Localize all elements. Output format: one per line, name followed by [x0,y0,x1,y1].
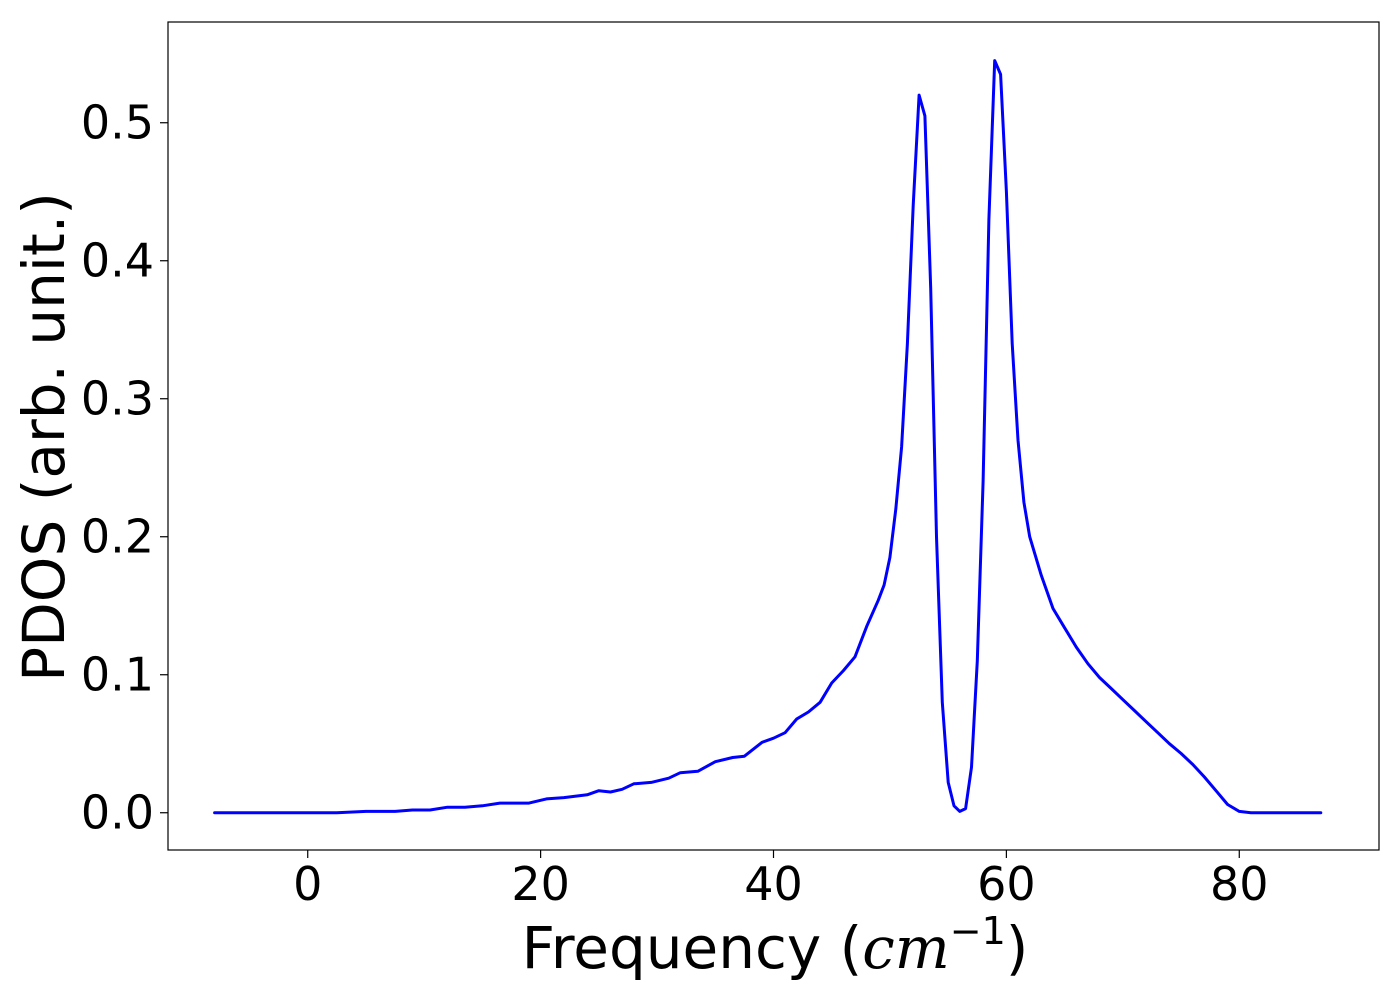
x-axis-title-math-superscript: −1 [950,909,1006,953]
x-tick-label: 60 [977,857,1036,911]
x-axis-title: Frequency (cm−1) [522,909,1029,982]
y-tick-label: 0.4 [81,234,154,288]
x-axis-title-prefix: Frequency ( [522,914,863,982]
y-axis-ticks: 0.0 0.1 0.2 0.3 0.4 0.5 [81,96,168,840]
y-tick-label: 0.2 [81,510,154,564]
y-tick-label: 0.5 [81,96,154,150]
x-axis-title-math-base: cm [862,914,949,982]
x-tick-label: 20 [511,857,570,911]
x-axis-ticks: 0 20 40 60 80 [293,850,1269,911]
pdos-line [213,59,1323,815]
x-tick-label: 0 [293,857,322,911]
y-axis-title: PDOS (arb. unit.) [10,192,78,682]
plot-frame [167,21,1380,851]
y-tick-label: 0.0 [81,786,154,840]
x-axis-title-suffix: ) [1006,914,1029,982]
y-tick-label: 0.3 [81,372,154,426]
y-tick-label: 0.1 [81,648,154,702]
x-tick-label: 80 [1210,857,1269,911]
series-layer [213,59,1323,815]
x-tick-label: 40 [744,857,803,911]
